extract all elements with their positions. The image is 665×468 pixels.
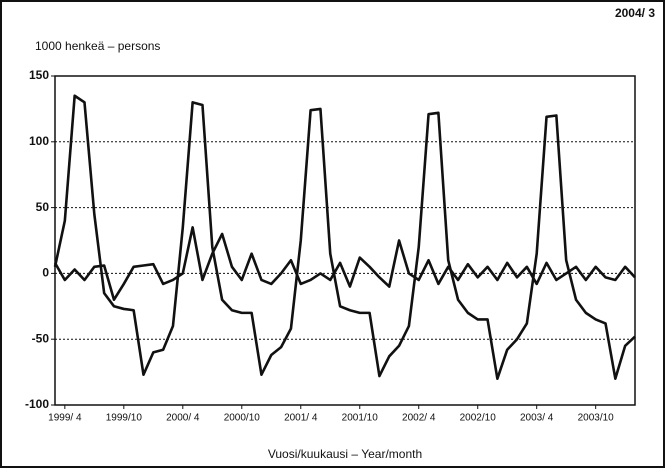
y-tick-label: 0	[42, 266, 49, 280]
x-tick-label: 2003/ 4	[520, 413, 554, 424]
x-tick-label: 2000/ 4	[166, 413, 200, 424]
plot-area	[54, 75, 636, 406]
y-tick-label: 150	[29, 68, 49, 82]
x-tick-label: 2003/10	[578, 413, 615, 424]
x-tick-label: 2001/10	[342, 413, 379, 424]
x-axis-label: Vuosi/kuukausi – Year/month	[268, 447, 422, 461]
x-tick-label: 2001/ 4	[284, 413, 318, 424]
series-line	[53, 226, 636, 302]
x-tick-label: 1999/10	[106, 413, 143, 424]
y-tick-label: 50	[36, 200, 50, 214]
x-tick-label: 2000/10	[224, 413, 261, 424]
y-tick-label: -50	[32, 331, 50, 345]
series-line	[53, 94, 636, 380]
x-tick-label: 2002/ 4	[402, 413, 436, 424]
x-tick-label: 2002/10	[460, 413, 497, 424]
y-axis-label: 1000 henkeä – persons	[35, 39, 160, 53]
y-tick-label: -100	[25, 397, 49, 411]
x-tick-label: 1999/ 4	[48, 413, 82, 424]
y-tick-label: 100	[29, 134, 49, 148]
date: 2004/ 3	[615, 6, 655, 20]
